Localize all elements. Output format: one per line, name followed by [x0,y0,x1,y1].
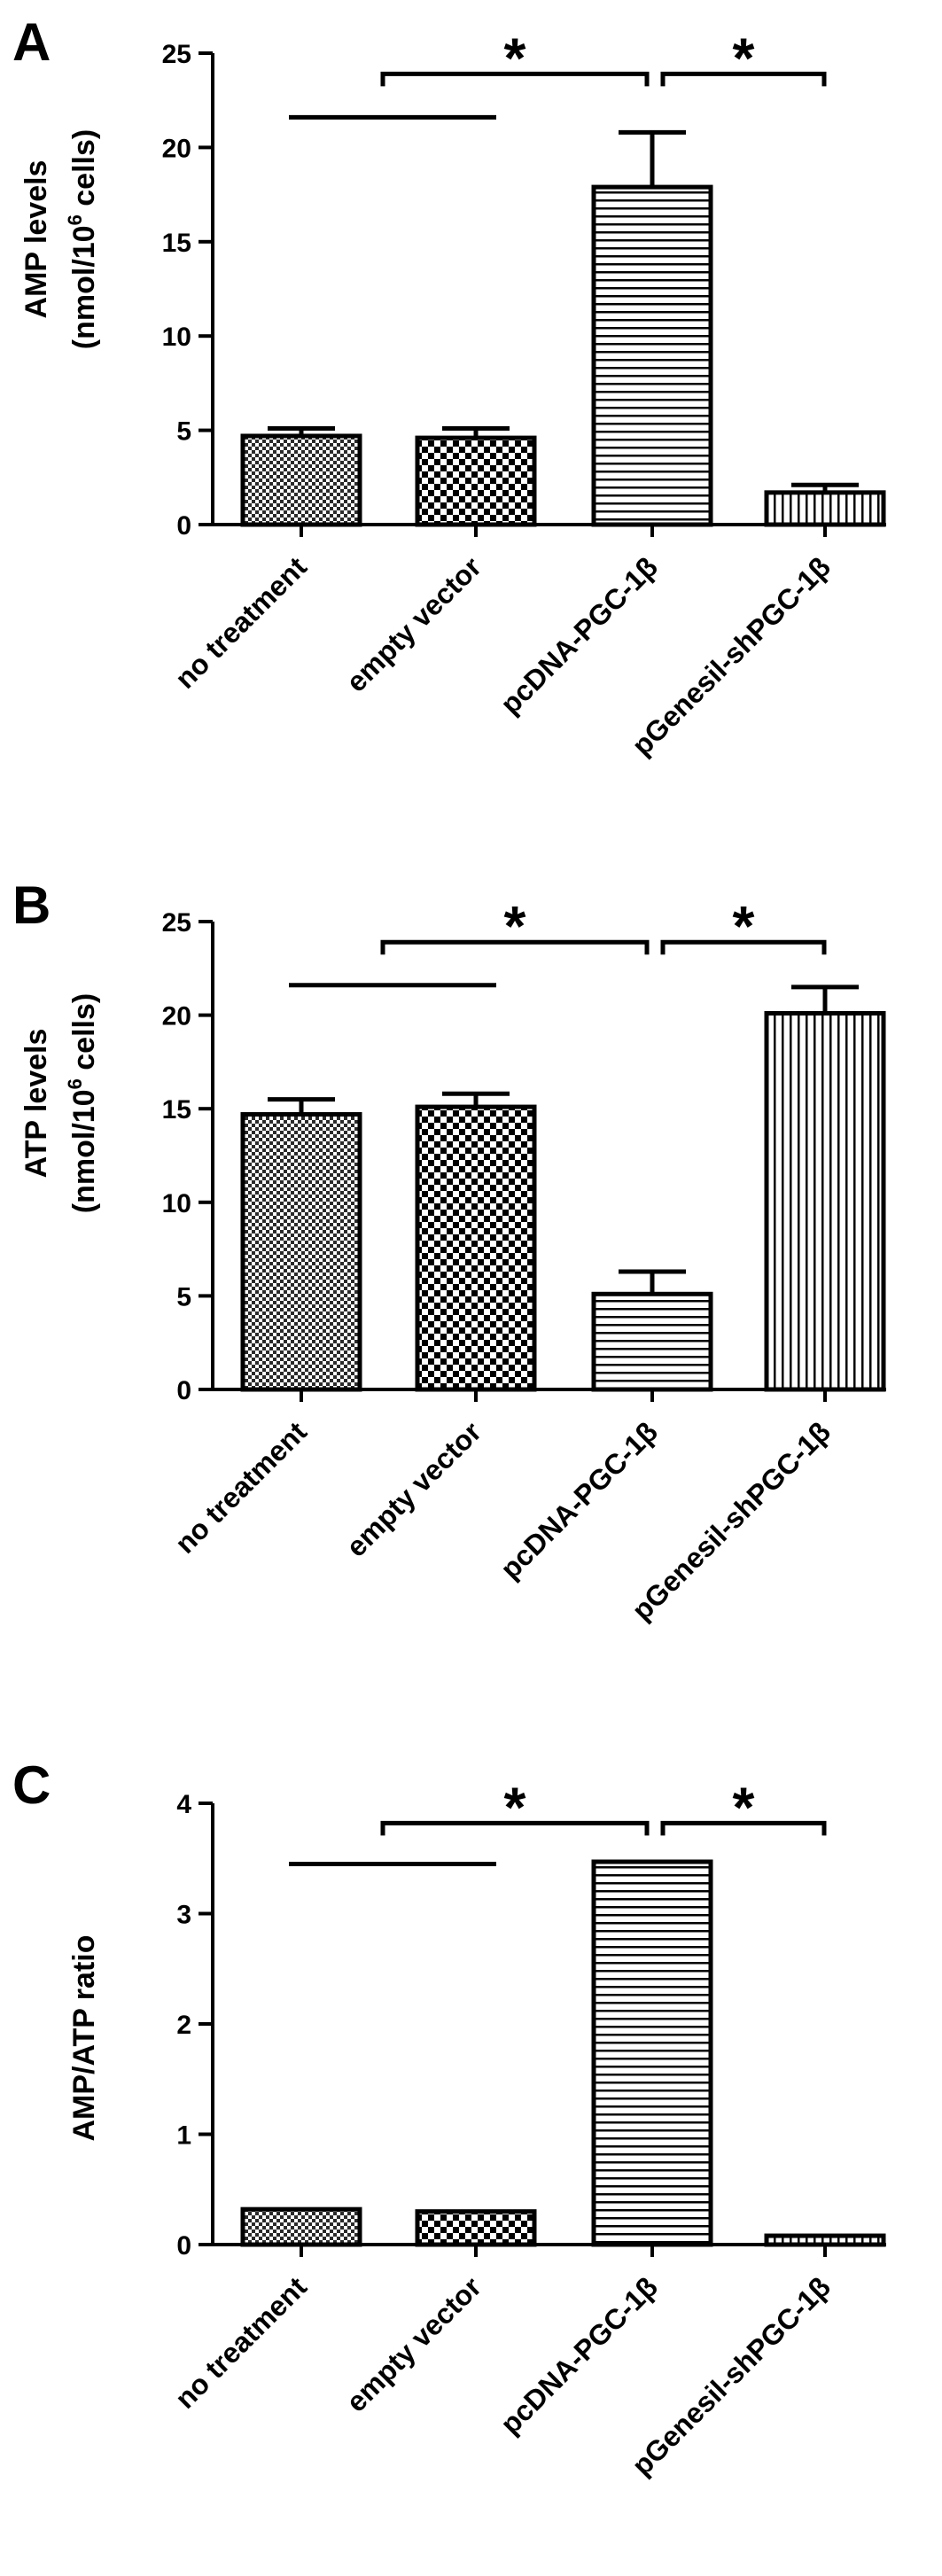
significance-bracket [660,939,827,955]
y-tick-label: 0 [176,2231,191,2261]
panel-b: B ATP levels (nmol/106 cells) 0 5 10 15 20 25… [12,876,886,1626]
significance-star: * [504,894,526,958]
category-label: pGenesil-shPGC-1β [626,2270,837,2481]
category-label: pcDNA-PGC-1β [494,2270,664,2440]
y-axis-label-line2: (nmol/106 cells) [64,993,101,1213]
y-tick-label: 25 [162,40,191,69]
y-tick-label: 15 [162,229,191,258]
category-label: pGenesil-shPGC-1β [626,1415,837,1626]
panel-letter: C [12,1755,51,1815]
y-tick-label: 5 [176,417,191,447]
y-tick-label: 25 [162,908,191,938]
y-tick-label: 20 [162,1002,191,1031]
y-axis-label-line1: ATP levels [19,1029,53,1179]
category-label: pGenesil-shPGC-1β [626,550,837,761]
y-tick-label: 0 [176,511,191,541]
significance-bracket [380,939,650,955]
category-label: no treatment [168,1415,313,1560]
y-axis-label: ATP levels (nmol/106 cells) [19,993,101,1213]
significance-bracket [660,1820,827,1836]
y-axis-label-line1: AMP levels [19,160,53,319]
y-tick-label: 15 [162,1095,191,1125]
y-tick-label: 4 [176,1790,191,1819]
bar [764,2233,886,2247]
y-axis-label: AMP levels (nmol/106 cells) [19,129,101,349]
bar [764,1010,886,1392]
significance-bracket [380,1820,650,1836]
bar [240,433,362,527]
bar [415,1104,537,1392]
y-tick-label: 0 [176,1376,191,1405]
y-tick-label: 5 [176,1282,191,1311]
y-axis-label-line2: (nmol/106 cells) [64,129,101,349]
bar [764,490,886,527]
significance-star: * [733,894,755,958]
significance-star: * [504,26,526,89]
significance-star: * [504,1775,526,1839]
significance-star: * [733,1775,755,1839]
category-label: pcDNA-PGC-1β [494,1415,664,1584]
y-tick-label: 1 [176,2121,191,2151]
category-label: no treatment [168,550,313,695]
category-label: empty vector [340,550,487,697]
panel-a: A AMP levels (nmol/106 cells) 0 5 10 15 20 25… [12,12,886,761]
bar [591,1291,713,1392]
category-label: empty vector [340,1415,487,1562]
significance-bracket [660,71,827,87]
y-axis-label-line1: AMP/ATP ratio [67,1935,101,2142]
y-tick-label: 2 [176,2011,191,2040]
panel-c: C AMP/ATP ratio 0 1 2 3 4 no treatment empty v… [12,1755,886,2481]
y-tick-label: 10 [162,323,191,352]
category-label: pcDNA-PGC-1β [494,550,664,720]
category-label: empty vector [340,2270,487,2417]
significance-bracket [380,71,650,87]
category-label: no treatment [168,2270,313,2415]
y-axis-label: AMP/ATP ratio [67,1935,101,2142]
bar [415,435,537,527]
bar [415,2209,537,2247]
bar [240,2206,362,2247]
y-tick-label: 3 [176,1901,191,1930]
panel-letter: B [12,876,51,935]
y-tick-label: 10 [162,1189,191,1218]
bar [591,184,713,527]
bar [240,1112,362,1392]
bar [591,1859,713,2247]
panel-letter: A [12,12,51,72]
significance-star: * [733,26,755,89]
y-tick-label: 20 [162,134,191,163]
